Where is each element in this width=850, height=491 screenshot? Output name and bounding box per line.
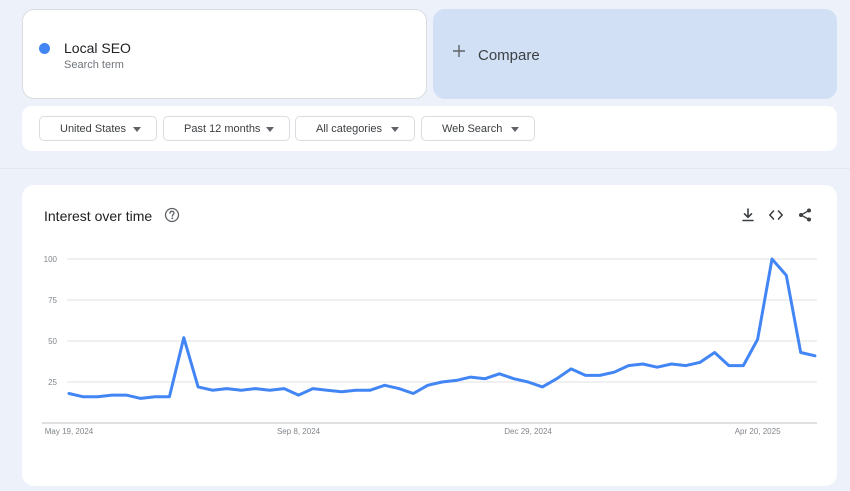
data-point[interactable] <box>210 387 216 393</box>
caret-down-icon <box>133 127 141 132</box>
help-circle-icon[interactable] <box>164 207 180 223</box>
data-point[interactable] <box>382 382 388 388</box>
data-point[interactable] <box>769 256 775 262</box>
data-point[interactable] <box>181 335 187 341</box>
data-point[interactable] <box>339 389 345 395</box>
data-point[interactable] <box>324 387 330 393</box>
data-point[interactable] <box>281 386 287 392</box>
data-point[interactable] <box>726 363 732 369</box>
x-tick-label: Apr 20, 2025 <box>735 427 781 436</box>
filter-search-type-label: Web Search <box>442 122 503 135</box>
chart-title: Interest over time <box>44 208 153 224</box>
section-divider <box>0 168 850 169</box>
data-point[interactable] <box>166 394 172 400</box>
data-point[interactable] <box>583 372 589 378</box>
data-point[interactable] <box>367 387 373 393</box>
x-tick-label: Sep 8, 2024 <box>277 427 321 436</box>
filters-bar: United States Past 12 months All categor… <box>22 106 837 151</box>
data-point[interactable] <box>712 350 718 356</box>
filter-category-dropdown[interactable]: All categories <box>295 116 415 141</box>
filter-region-dropdown[interactable]: United States <box>39 116 157 141</box>
data-point[interactable] <box>654 364 660 370</box>
data-point[interactable] <box>296 392 302 398</box>
data-point[interactable] <box>683 363 689 369</box>
data-point[interactable] <box>253 386 259 392</box>
data-point[interactable] <box>554 376 560 382</box>
interest-over-time-card: Interest over time 25 50 75 100 May 19, 202… <box>22 185 837 486</box>
search-term-name[interactable]: Local SEO <box>64 40 131 56</box>
data-point[interactable] <box>482 376 488 382</box>
data-point[interactable] <box>453 377 459 383</box>
data-point[interactable] <box>568 366 574 372</box>
data-point[interactable] <box>640 361 646 367</box>
data-point[interactable] <box>798 350 804 356</box>
data-point[interactable] <box>238 387 244 393</box>
data-point[interactable] <box>740 363 746 369</box>
data-point[interactable] <box>123 392 129 398</box>
filter-time-label: Past 12 months <box>184 122 261 135</box>
data-point[interactable] <box>195 384 201 390</box>
data-point[interactable] <box>138 395 144 401</box>
term-color-dot <box>39 43 50 54</box>
y-tick-label: 25 <box>48 378 57 387</box>
data-point[interactable] <box>539 384 545 390</box>
filter-category-label: All categories <box>316 122 383 135</box>
caret-down-icon <box>511 127 519 132</box>
data-point[interactable] <box>755 336 761 342</box>
data-point[interactable] <box>224 386 230 392</box>
y-tick-label: 75 <box>48 296 57 305</box>
series-line-local-seo[interactable] <box>67 257 817 400</box>
data-point[interactable] <box>80 394 86 400</box>
share-icon[interactable] <box>797 207 813 223</box>
compare-button[interactable]: Compare <box>433 9 837 99</box>
caret-down-icon <box>391 127 399 132</box>
data-point[interactable] <box>66 391 72 397</box>
data-point[interactable] <box>95 394 101 400</box>
filter-time-dropdown[interactable]: Past 12 months <box>163 116 290 141</box>
embed-code-icon[interactable] <box>768 207 784 223</box>
data-point[interactable] <box>611 369 617 375</box>
data-point[interactable] <box>812 353 818 359</box>
download-icon[interactable] <box>740 207 756 223</box>
data-point[interactable] <box>597 372 603 378</box>
data-point[interactable] <box>697 359 703 365</box>
compare-label: Compare <box>478 47 540 64</box>
x-tick-label: Dec 29, 2024 <box>504 427 552 436</box>
data-point[interactable] <box>669 361 675 367</box>
y-tick-label: 50 <box>48 337 57 346</box>
caret-down-icon <box>266 127 274 132</box>
data-point[interactable] <box>310 386 316 392</box>
filter-search-type-dropdown[interactable]: Web Search <box>421 116 535 141</box>
data-point[interactable] <box>511 376 517 382</box>
data-point[interactable] <box>496 371 502 377</box>
data-point[interactable] <box>439 379 445 385</box>
data-point[interactable] <box>267 387 273 393</box>
data-point[interactable] <box>152 394 158 400</box>
data-point[interactable] <box>396 386 402 392</box>
filter-region-label: United States <box>60 122 127 135</box>
data-point[interactable] <box>353 387 359 393</box>
data-point[interactable] <box>468 374 474 380</box>
data-point[interactable] <box>525 379 531 385</box>
y-tick-label: 100 <box>44 255 58 264</box>
data-point[interactable] <box>783 272 789 278</box>
plus-icon <box>452 43 466 61</box>
data-point[interactable] <box>109 392 115 398</box>
search-term-type: Search term <box>64 59 124 71</box>
x-tick-label: May 19, 2024 <box>45 427 94 436</box>
data-point[interactable] <box>410 391 416 397</box>
data-point[interactable] <box>425 382 431 388</box>
search-term-card[interactable]: Local SEO Search term <box>22 9 427 99</box>
line-chart: 25 50 75 100 May 19, 2024 Sep 8, 2024 Dec 29,… <box>42 255 818 436</box>
data-point[interactable] <box>626 363 632 369</box>
